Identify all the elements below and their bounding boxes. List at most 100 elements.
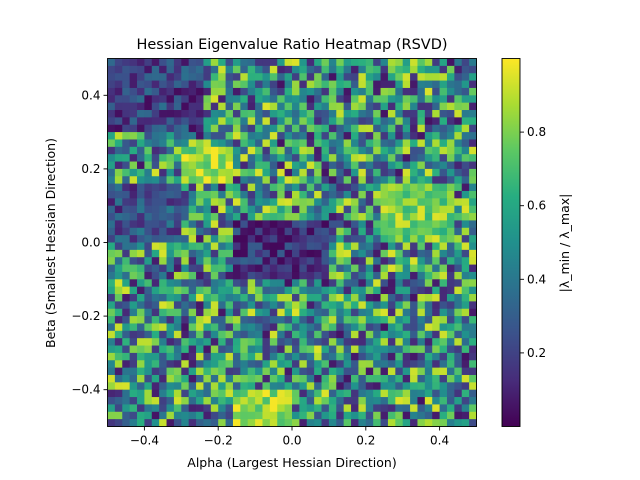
heatmap-cell [144, 323, 153, 332]
heatmap-cell [159, 73, 167, 81]
heatmap-cell [306, 249, 315, 258]
heatmap-cell [365, 161, 374, 170]
heatmap-cell [218, 183, 226, 192]
heatmap-cell [262, 316, 271, 324]
heatmap-cell [387, 294, 396, 302]
heatmap-cell [218, 110, 226, 118]
heatmap-cell [122, 301, 131, 310]
heatmap-cell [284, 220, 293, 229]
heatmap-cell [137, 352, 145, 361]
heatmap-cell [395, 198, 404, 207]
heatmap-cell [188, 132, 197, 140]
heatmap-cell [232, 382, 241, 391]
heatmap-cell [358, 367, 367, 376]
heatmap-cell [314, 301, 322, 310]
heatmap-cell [299, 220, 308, 229]
heatmap-cell [328, 65, 337, 74]
heatmap-cell [144, 124, 153, 133]
heatmap-cell [358, 345, 367, 354]
heatmap-cell [432, 294, 440, 302]
heatmap-cell [196, 65, 204, 74]
heatmap-cell [218, 176, 226, 185]
heatmap-cell [306, 411, 315, 420]
heatmap-cell [122, 110, 131, 118]
heatmap-cell [343, 404, 352, 413]
heatmap-cell [351, 154, 359, 162]
heatmap-cell [196, 213, 204, 221]
heatmap-cell [188, 110, 197, 118]
heatmap-cell [188, 213, 197, 221]
heatmap-cell [247, 308, 256, 317]
heatmap-cell [203, 146, 212, 155]
heatmap-cell [321, 271, 330, 280]
heatmap-cell [173, 411, 182, 420]
heatmap-cell [395, 338, 404, 346]
heatmap-cell [203, 352, 212, 361]
heatmap-cell [262, 190, 271, 199]
heatmap-cell [395, 168, 404, 177]
heatmap-cell [240, 87, 249, 96]
heatmap-cell [469, 110, 477, 118]
heatmap-cell [446, 397, 455, 405]
heatmap-cell [247, 382, 256, 391]
heatmap-cell [343, 117, 352, 126]
heatmap-cell [351, 316, 359, 324]
heatmap-cell [432, 323, 440, 332]
heatmap-cell [424, 139, 433, 148]
heatmap-cell [469, 87, 477, 96]
heatmap-cell [144, 161, 153, 170]
heatmap-cell [380, 249, 389, 258]
heatmap-cell [277, 374, 286, 383]
heatmap-cell [351, 65, 359, 74]
heatmap-cell [151, 397, 160, 405]
heatmap-cell [188, 271, 197, 280]
heatmap-cell [395, 257, 404, 265]
heatmap-cell [424, 168, 433, 177]
heatmap-cell [277, 73, 286, 81]
heatmap-cell [203, 257, 212, 265]
heatmap-cell [351, 249, 359, 258]
heatmap-cell [461, 220, 470, 229]
heatmap-cell [299, 65, 308, 74]
heatmap-cell [336, 176, 345, 185]
heatmap-cell [210, 80, 219, 89]
heatmap-cell [343, 220, 352, 229]
heatmap-cell [328, 330, 337, 339]
heatmap-cell [410, 227, 418, 236]
heatmap-cell [417, 352, 426, 361]
heatmap-cell [358, 198, 367, 207]
heatmap-cell [255, 286, 263, 295]
heatmap-cell [269, 198, 278, 207]
heatmap-cell [277, 338, 286, 346]
heatmap-cell [454, 294, 463, 302]
heatmap-cell [373, 374, 381, 383]
heatmap-cell [114, 168, 123, 177]
heatmap-cell [159, 139, 167, 148]
heatmap-cell [218, 271, 226, 280]
heatmap-cell [277, 213, 286, 221]
heatmap-cell [210, 367, 219, 376]
heatmap-cell [188, 102, 197, 111]
heatmap-cell [166, 301, 175, 310]
heatmap-cell [107, 95, 116, 104]
heatmap-cell [454, 271, 463, 280]
heatmap-cell [314, 176, 322, 185]
heatmap-cell [240, 213, 249, 221]
heatmap-cell [107, 190, 116, 199]
heatmap-cell [387, 338, 396, 346]
heatmap-cell [277, 397, 286, 405]
heatmap-cell [269, 279, 278, 288]
heatmap-cell [410, 58, 418, 67]
heatmap-cell [159, 264, 167, 273]
heatmap-cell [203, 411, 212, 420]
heatmap-cell [151, 367, 160, 376]
heatmap-cell [210, 308, 219, 317]
heatmap-cell [314, 65, 322, 74]
heatmap-cell [454, 168, 463, 177]
heatmap-cell [351, 198, 359, 207]
heatmap-cell [122, 249, 131, 258]
heatmap-cell [321, 301, 330, 310]
heatmap-cell [159, 279, 167, 288]
heatmap-cell [387, 397, 396, 405]
heatmap-cell [306, 382, 315, 391]
